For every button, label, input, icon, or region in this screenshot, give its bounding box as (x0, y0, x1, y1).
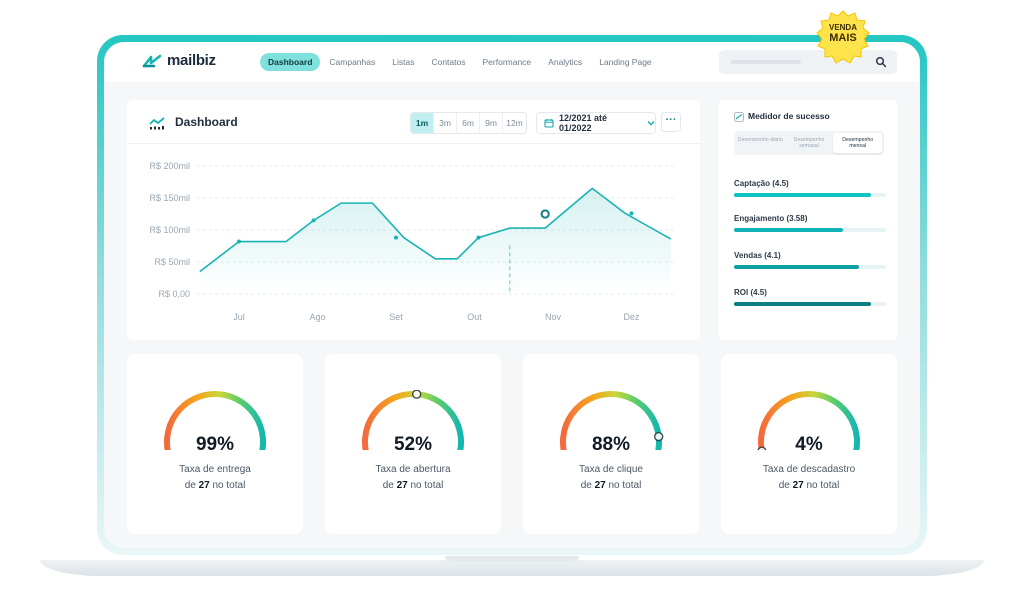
gauge-label: Taxa de clique (523, 464, 699, 475)
tab-desempenho-diario[interactable]: Desempenho diário (736, 133, 785, 153)
gauge-label: Taxa de descadastro (721, 464, 897, 475)
calendar-icon (544, 118, 554, 128)
gauge-indicator (413, 390, 421, 398)
data-point[interactable] (312, 218, 316, 222)
gauge-label: Taxa de abertura (325, 464, 501, 475)
date-range-label: 12/2021 até 01/2022 (559, 113, 642, 133)
metric-engajamento: Engajamento (3.58) (734, 214, 886, 232)
metric-fill (734, 193, 871, 197)
gauge-label: Taxa de entrega (127, 464, 303, 475)
metric-vendas: Vendas (4.1) (734, 251, 886, 269)
gauge-value: 4% (721, 434, 897, 456)
nav-performance[interactable]: Performance (475, 53, 540, 71)
y-tick-label: R$ 100mil (149, 225, 190, 235)
data-point[interactable] (237, 240, 241, 244)
nav-dashboard[interactable]: Dashboard (260, 53, 320, 71)
metric-label: Vendas (4.1) (734, 251, 886, 260)
dashboard-chart-card: Dashboard 1m 3m 6m 9m 12m 12/2021 até 01… (127, 100, 700, 340)
period-selector: 1m 3m 6m 9m 12m (410, 112, 527, 134)
period-12m-button[interactable]: 12m (503, 113, 526, 133)
gauge-card-abertura: 52% Taxa de abertura de 27 no total (325, 354, 501, 534)
metric-roi: ROI (4.5) (734, 288, 886, 306)
nav-contatos[interactable]: Contatos (423, 53, 473, 71)
data-point[interactable] (476, 236, 480, 240)
laptop-notch (445, 556, 579, 562)
period-9m-button[interactable]: 9m (480, 113, 503, 133)
gauge-subtitle: de 27 no total (721, 480, 897, 491)
gauge-mini-icon (734, 112, 744, 122)
nav-listas[interactable]: Listas (384, 53, 422, 71)
gauge-subtitle: de 27 no total (325, 480, 501, 491)
nav-campanhas[interactable]: Campanhas (321, 53, 383, 71)
more-options-button[interactable]: ··· (661, 112, 681, 132)
metric-fill (734, 265, 859, 269)
success-meter-card: Medidor de sucesso Desempenho diário Des… (718, 100, 898, 340)
date-range-picker[interactable]: 12/2021 até 01/2022 (536, 112, 656, 134)
metric-track (734, 193, 886, 197)
gauge-subtitle: de 27 no total (127, 480, 303, 491)
brand-logo[interactable]: mailbiz (142, 52, 216, 69)
highlighted-data-point[interactable] (542, 210, 549, 217)
period-1m-button[interactable]: 1m (411, 113, 434, 133)
period-6m-button[interactable]: 6m (457, 113, 480, 133)
gauge-card-descadastro: 4% Taxa de descadastro de 27 no total (721, 354, 897, 534)
gauge-value: 52% (325, 434, 501, 456)
period-3m-button[interactable]: 3m (434, 113, 457, 133)
mailbiz-logo-icon (142, 54, 162, 68)
y-tick-label: R$ 0,00 (158, 289, 190, 299)
laptop-base (40, 560, 984, 576)
nav-landing-page[interactable]: Landing Page (591, 53, 659, 71)
y-tick-label: R$ 200mil (149, 161, 190, 171)
metric-label: ROI (4.5) (734, 288, 886, 297)
x-tick-label: Nov (545, 312, 562, 322)
y-tick-label: R$ 150mil (149, 193, 190, 203)
y-tick-label: R$ 50mil (154, 257, 190, 267)
metric-track (734, 302, 886, 306)
metric-track (734, 228, 886, 232)
search-icon[interactable] (875, 56, 887, 68)
x-tick-label: Ago (309, 312, 325, 322)
success-meter-title: Medidor de sucesso (748, 111, 830, 121)
x-tick-label: Set (389, 312, 403, 322)
chart-trend-icon (149, 116, 165, 130)
revenue-line-chart: R$ 0,00 R$ 50mil R$ 100mil R$ 150mil R$ 200m… (127, 144, 700, 340)
brand-name: mailbiz (167, 52, 216, 69)
metric-label: Engajamento (3.58) (734, 214, 886, 223)
gauge-value: 88% (523, 434, 699, 456)
app-screen: mailbiz Dashboard Campanhas Listas Conta… (104, 42, 920, 548)
gauge-card-clique: 88% Taxa de clique de 27 no total (523, 354, 699, 534)
gauge-card-entrega: 99% Taxa de entrega de 27 no total (127, 354, 303, 534)
metric-fill (734, 302, 871, 306)
x-tick-label: Out (467, 312, 482, 322)
x-tick-label: Dez (623, 312, 640, 322)
nav-analytics[interactable]: Analytics (540, 53, 590, 71)
venda-mais-badge: VENDA MAIS (816, 24, 870, 44)
performance-period-tabs: Desempenho diário Desempenho semanal Des… (734, 131, 884, 155)
tab-desempenho-semanal[interactable]: Desempenho semanal (785, 133, 834, 153)
metric-captacao: Captação (4.5) (734, 179, 886, 197)
search-placeholder-bar (731, 60, 801, 64)
page-title: Dashboard (175, 115, 238, 129)
data-point[interactable] (394, 236, 398, 240)
search-input[interactable] (719, 50, 897, 74)
chevron-down-icon (647, 120, 655, 126)
top-bar: mailbiz Dashboard Campanhas Listas Conta… (104, 42, 920, 82)
metric-label: Captação (4.5) (734, 179, 886, 188)
x-tick-label: Jul (233, 312, 245, 322)
tab-desempenho-mensal[interactable]: Desempenho mensal (833, 133, 882, 153)
metric-fill (734, 228, 843, 232)
gauge-value: 99% (127, 434, 303, 456)
main-nav: Dashboard Campanhas Listas Contatos Perf… (260, 53, 661, 71)
metric-track (734, 265, 886, 269)
gauge-subtitle: de 27 no total (523, 480, 699, 491)
data-point[interactable] (630, 211, 634, 215)
